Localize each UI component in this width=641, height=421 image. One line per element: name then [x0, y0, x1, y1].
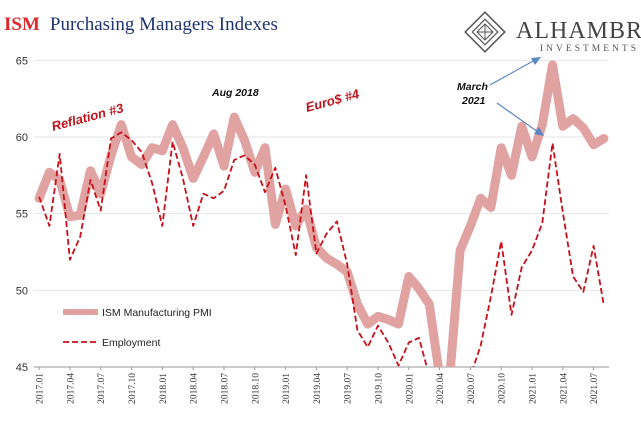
chart-title: ISM Purchasing Managers Indexes: [4, 14, 278, 35]
x-tick-label: 2020.07: [467, 373, 477, 404]
x-tick-label: 2019.10: [374, 373, 384, 404]
y-axis: 45 50 55 60 65: [16, 55, 28, 374]
x-tick-label: 2019.07: [344, 373, 354, 404]
x-tick-label: 2018.10: [251, 373, 261, 404]
chart-title-rest: Purchasing Managers Indexes: [50, 14, 278, 35]
arrow-up-icon: [489, 57, 541, 86]
x-tick-label: 2019.01: [282, 373, 292, 404]
series-layer: [34, 60, 609, 367]
x-tick-label: 2017.04: [66, 373, 76, 404]
x-tick-label: 2018.04: [190, 373, 200, 404]
x-tick-label: 2019.04: [313, 373, 323, 404]
x-tick-label: 2017.01: [36, 373, 46, 404]
x-tick-label: 2018.07: [220, 373, 230, 404]
x-tick-label: 2020.04: [436, 373, 446, 404]
y-tick-label: 60: [16, 132, 28, 144]
annotation-march-line2: 2021: [461, 95, 486, 107]
x-tick-label: 2021.01: [528, 373, 538, 404]
y-tick-label: 65: [16, 55, 28, 67]
legend: ISM Manufacturing PMI Employment: [63, 307, 212, 349]
x-tick-label: 2020.01: [405, 373, 415, 404]
y-tick-label: 50: [16, 285, 28, 297]
annotation-aug-2018: Aug 2018: [211, 87, 259, 99]
x-tick-label: 2018.01: [159, 373, 169, 404]
annotation-reflation: Reflation #3: [50, 100, 126, 134]
logo-name: ALHAMBRA: [516, 18, 641, 44]
x-tick-label: 2021.04: [559, 373, 569, 404]
y-tick-label: 45: [16, 362, 28, 374]
logo-mark-icon: [464, 11, 506, 53]
x-axis: 2017.01 2017.04 2017.07 2017.10 2018.01 2018.…: [36, 367, 600, 404]
alhambra-logo: ALHAMBRA INVESTMENTS: [464, 11, 641, 54]
chart-title-prefix: ISM: [4, 14, 40, 35]
legend-pmi-label: ISM Manufacturing PMI: [102, 307, 212, 319]
arrow-down-icon: [496, 102, 544, 136]
x-tick-label: 2017.10: [128, 373, 138, 404]
x-tick-label: 2017.07: [97, 373, 107, 404]
series-line-pmi: [34, 60, 609, 367]
annotation-euro: Euro$ #4: [304, 86, 362, 115]
series-line-employment: [38, 131, 605, 367]
y-tick-label: 55: [16, 209, 28, 221]
x-tick-label: 2020.10: [498, 373, 508, 404]
logo-sub: INVESTMENTS: [540, 44, 639, 54]
annotation-march-line1: March: [457, 81, 488, 93]
grid: [34, 59, 609, 291]
legend-employment-label: Employment: [102, 337, 160, 349]
x-tick-label: 2021.07: [590, 373, 600, 404]
